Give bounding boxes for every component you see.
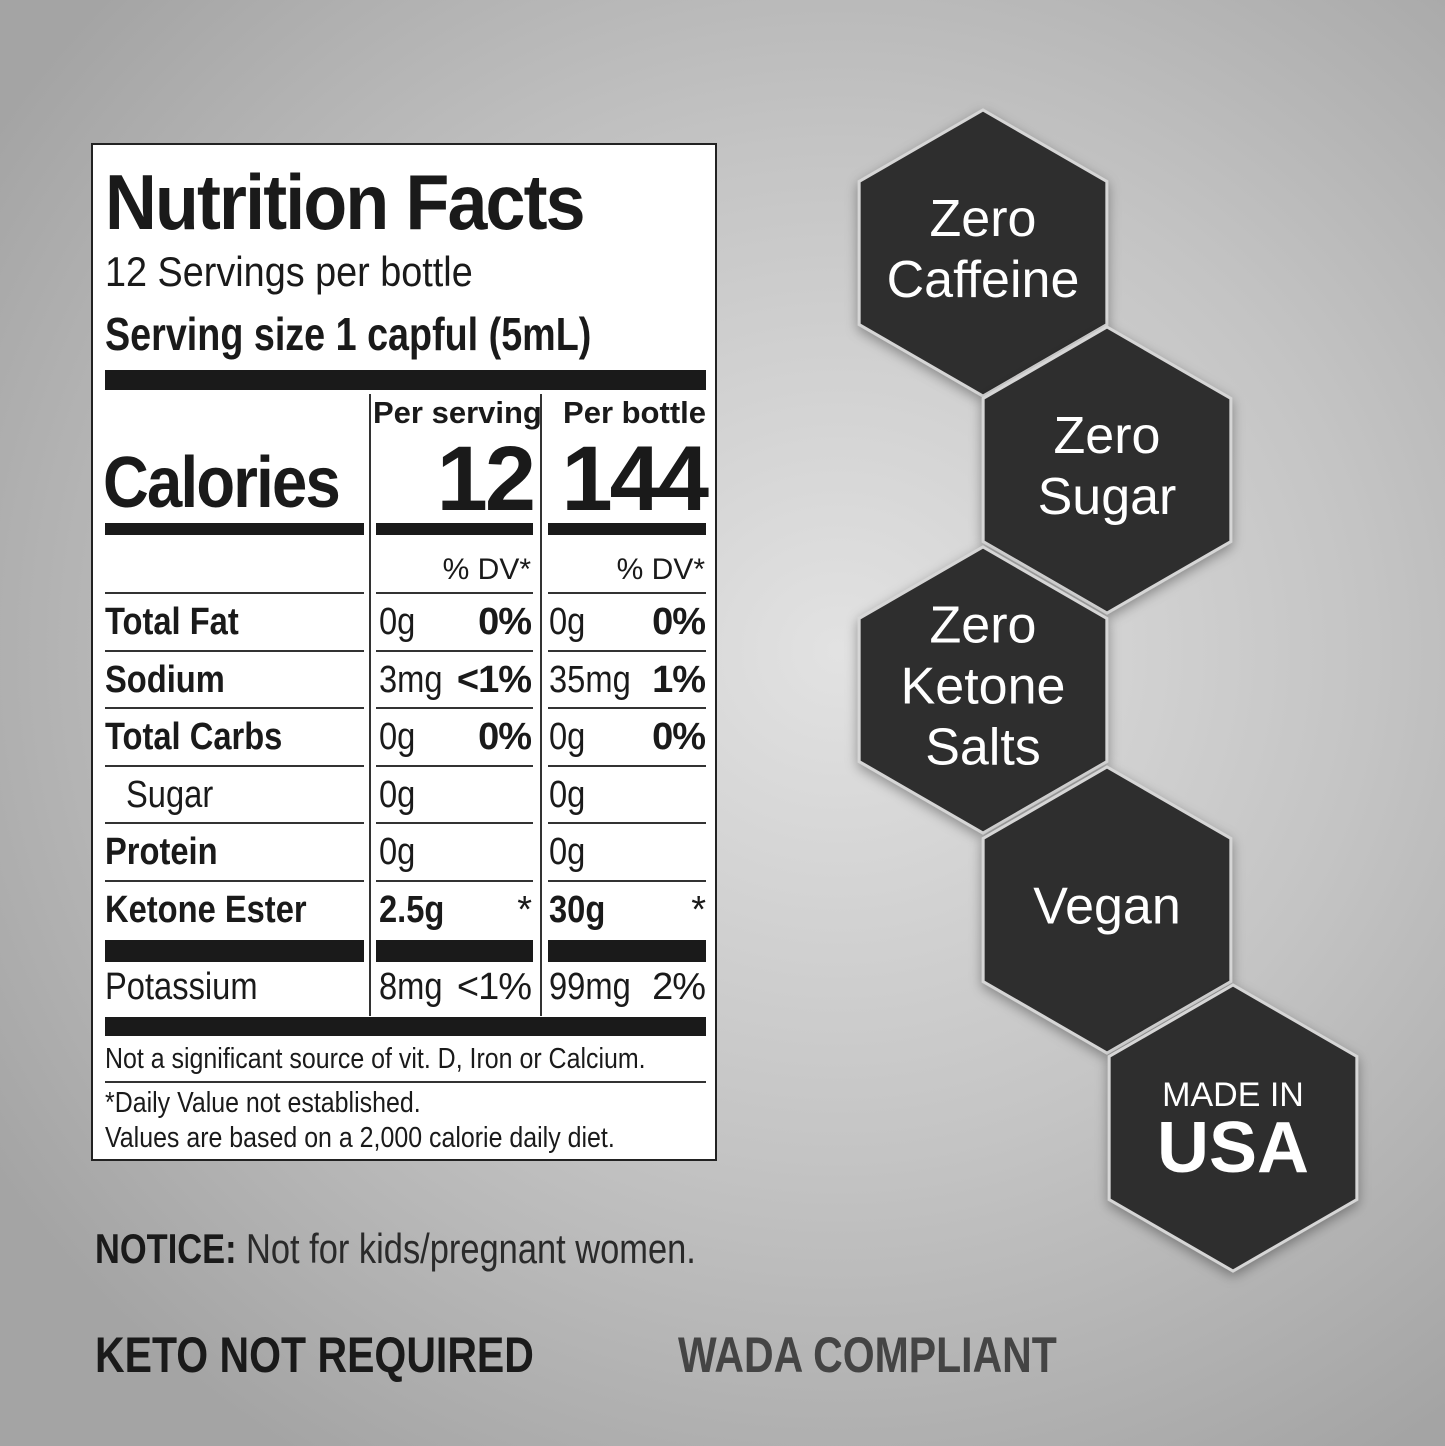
thick-bar (548, 523, 706, 535)
amount: 2.5g (379, 888, 445, 931)
badge-hexagon (857, 108, 1109, 398)
badge-text: USA (1157, 1108, 1309, 1188)
badge-text: Zero (930, 190, 1037, 248)
footer-claim: WADA COMPLIANT (678, 1327, 1057, 1383)
column-header: Per serving (373, 395, 542, 430)
thick-bar (105, 940, 364, 962)
daily-value: 0% (478, 716, 532, 758)
thick-bar (105, 523, 364, 535)
rule (376, 592, 533, 594)
amount: 0g (549, 831, 586, 873)
daily-value: 0% (652, 716, 706, 758)
nutrient-name: Sodium (105, 658, 225, 701)
daily-value: <1% (456, 658, 532, 701)
amount: 0g (379, 716, 416, 758)
notice-text: Not for kids/pregnant women. (246, 1225, 696, 1272)
thick-bar (376, 940, 533, 962)
badge-text: Caffeine (887, 251, 1080, 309)
nutrient-name: Protein (105, 831, 218, 873)
footnote: *Daily Value not established. (105, 1087, 421, 1119)
badge-text: Salts (925, 719, 1041, 777)
rule (105, 1081, 706, 1083)
badge-hexagon (1107, 983, 1359, 1273)
amount: 99mg (549, 966, 631, 1008)
badge-text: Vegan (1033, 878, 1181, 936)
badge-hexagon (857, 545, 1109, 835)
calories-label: Calories (103, 443, 341, 523)
rule (105, 764, 364, 767)
badge-text: Zero (930, 597, 1037, 655)
dv-header: % DV* (616, 553, 705, 586)
rule (548, 707, 706, 709)
amount: 8mg (379, 966, 443, 1008)
daily-value: 0% (652, 601, 706, 643)
footnote: Not a significant source of vit. D, Iron… (105, 1043, 646, 1075)
daily-value: 0% (478, 601, 532, 643)
amount: 35mg (549, 658, 631, 701)
badge-text: Zero (1054, 407, 1161, 465)
amount: 0g (379, 601, 416, 643)
badge-text: Ketone (901, 658, 1066, 716)
amount: 0g (379, 831, 416, 873)
amount: 3mg (379, 658, 443, 701)
column-divider (540, 394, 542, 1016)
daily-value: <1% (456, 966, 532, 1008)
amount: 0g (379, 773, 416, 816)
rule (548, 592, 706, 594)
thick-bar (105, 1017, 706, 1036)
thick-bar (105, 370, 706, 390)
rule (548, 764, 706, 767)
daily-value: 1% (652, 658, 706, 701)
amount: 30g (549, 888, 606, 931)
rule (548, 879, 706, 882)
rule (376, 822, 533, 824)
nutrient-name: Total Fat (105, 601, 239, 643)
amount: 0g (549, 773, 586, 816)
badge-hexagon (981, 325, 1233, 615)
thick-bar (548, 940, 706, 962)
footer-claim: KETO NOT REQUIRED (95, 1327, 534, 1383)
rule (548, 822, 706, 824)
footnote: Values are based on a 2,000 calorie dail… (105, 1122, 615, 1154)
rule (376, 879, 533, 882)
dv-header: % DV* (442, 553, 531, 586)
servings: 12 Servings per bottle (105, 248, 473, 295)
column-header: Per bottle (563, 395, 706, 430)
rule (376, 649, 533, 652)
rule (376, 707, 533, 709)
calories-per-serving: 12 (436, 428, 536, 530)
daily-value: * (691, 888, 706, 931)
badge-hexagon (981, 765, 1233, 1055)
badge-text: MADE IN (1162, 1076, 1304, 1114)
serving-size: Serving size 1 capful (5mL) (105, 308, 592, 360)
nutrient-name: Potassium (105, 966, 258, 1008)
column-divider (369, 394, 371, 1016)
rule (105, 707, 364, 709)
label-title: Nutrition Facts (105, 158, 586, 246)
notice-label: NOTICE: (95, 1225, 237, 1272)
rule (105, 592, 364, 594)
daily-value: * (517, 888, 532, 931)
thick-bar (376, 523, 533, 535)
amount: 0g (549, 716, 586, 758)
rule (105, 649, 364, 652)
nutrient-name: Sugar (126, 773, 214, 816)
rule (548, 649, 706, 652)
nutrition-label: Nutrition Facts 12 Servings per bottle S… (91, 143, 717, 1161)
badge-text: Sugar (1038, 468, 1177, 526)
rule (105, 822, 364, 824)
nutrient-name: Total Carbs (105, 716, 283, 758)
nutrient-name: Ketone Ester (105, 888, 307, 931)
calories-per-bottle: 144 (561, 428, 710, 530)
rule (376, 764, 533, 767)
rule (105, 879, 364, 882)
amount: 0g (549, 601, 586, 643)
daily-value: 2% (652, 966, 706, 1008)
